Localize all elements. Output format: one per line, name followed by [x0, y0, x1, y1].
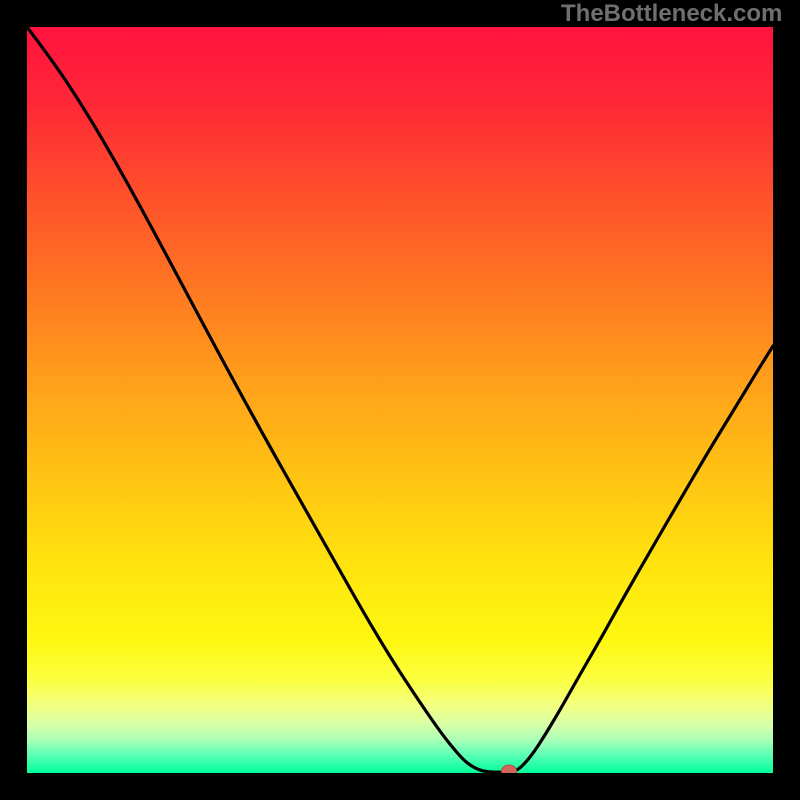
gradient-background: [27, 27, 773, 773]
bottleneck-chart: TheBottleneck.com: [0, 0, 800, 800]
watermark: TheBottleneck.com: [561, 0, 782, 27]
